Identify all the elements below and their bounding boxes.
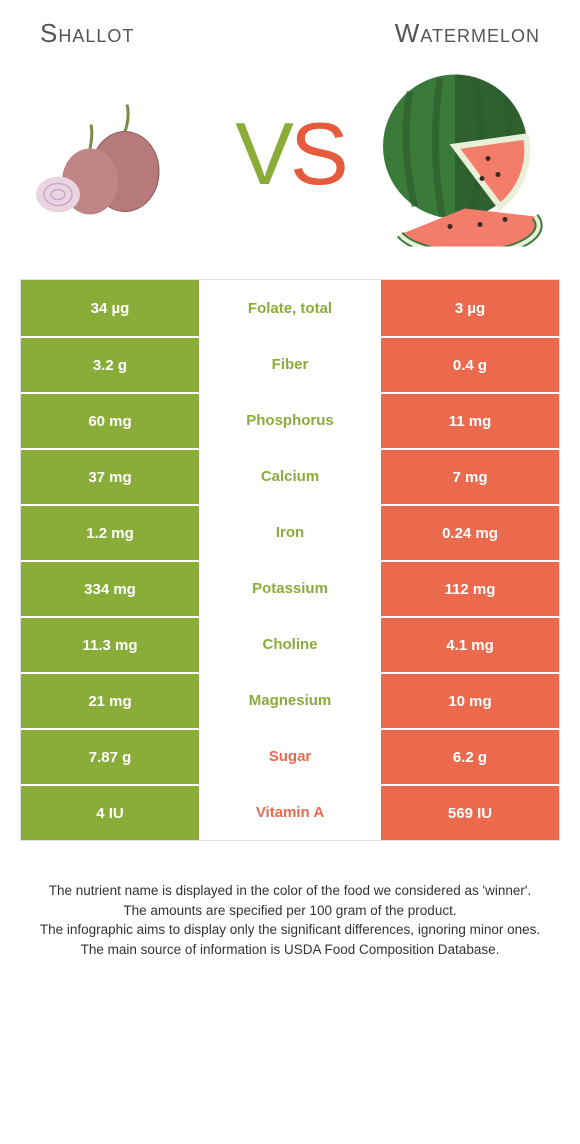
value-left: 21 mg <box>21 672 199 728</box>
shallot-image <box>30 87 180 232</box>
footer-notes: The nutrient name is displayed in the co… <box>30 881 550 959</box>
header: Shallot Watermelon <box>0 0 580 59</box>
title-left: Shallot <box>40 18 134 49</box>
value-right: 6.2 g <box>381 728 559 784</box>
nutrient-label: Calcium <box>199 448 381 504</box>
value-right: 11 mg <box>381 392 559 448</box>
value-left: 37 mg <box>21 448 199 504</box>
value-left: 60 mg <box>21 392 199 448</box>
table-row: 1.2 mgIron0.24 mg <box>21 504 559 560</box>
value-right: 0.24 mg <box>381 504 559 560</box>
value-right: 10 mg <box>381 672 559 728</box>
footer-line: The main source of information is USDA F… <box>30 940 550 960</box>
nutrient-table: 34 µgFolate, total3 µg3.2 gFiber0.4 g60 … <box>20 279 560 841</box>
table-row: 37 mgCalcium7 mg <box>21 448 559 504</box>
value-left: 34 µg <box>21 280 199 336</box>
value-right: 112 mg <box>381 560 559 616</box>
title-right: Watermelon <box>395 18 540 49</box>
value-right: 7 mg <box>381 448 559 504</box>
value-left: 4 IU <box>21 784 199 840</box>
nutrient-label: Potassium <box>199 560 381 616</box>
table-row: 60 mgPhosphorus11 mg <box>21 392 559 448</box>
value-right: 3 µg <box>381 280 559 336</box>
table-row: 11.3 mgCholine4.1 mg <box>21 616 559 672</box>
footer-line: The infographic aims to display only the… <box>30 920 550 940</box>
value-left: 7.87 g <box>21 728 199 784</box>
nutrient-label: Vitamin A <box>199 784 381 840</box>
vs-s: S <box>290 104 345 203</box>
vs-v: V <box>235 104 290 203</box>
table-row: 334 mgPotassium112 mg <box>21 560 559 616</box>
nutrient-label: Folate, total <box>199 280 381 336</box>
nutrient-label: Fiber <box>199 336 381 392</box>
table-row: 4 IUVitamin A569 IU <box>21 784 559 840</box>
footer-line: The nutrient name is displayed in the co… <box>30 881 550 901</box>
table-row: 7.87 gSugar6.2 g <box>21 728 559 784</box>
watermelon-image <box>360 67 550 252</box>
nutrient-label: Sugar <box>199 728 381 784</box>
value-right: 4.1 mg <box>381 616 559 672</box>
vs-label: VS <box>235 103 344 205</box>
value-left: 3.2 g <box>21 336 199 392</box>
nutrient-label: Phosphorus <box>199 392 381 448</box>
value-right: 0.4 g <box>381 336 559 392</box>
hero: VS <box>20 59 560 259</box>
nutrient-label: Iron <box>199 504 381 560</box>
value-right: 569 IU <box>381 784 559 840</box>
nutrient-label: Magnesium <box>199 672 381 728</box>
table-row: 34 µgFolate, total3 µg <box>21 280 559 336</box>
table-row: 21 mgMagnesium10 mg <box>21 672 559 728</box>
value-left: 334 mg <box>21 560 199 616</box>
table-row: 3.2 gFiber0.4 g <box>21 336 559 392</box>
value-left: 1.2 mg <box>21 504 199 560</box>
value-left: 11.3 mg <box>21 616 199 672</box>
footer-line: The amounts are specified per 100 gram o… <box>30 901 550 921</box>
nutrient-label: Choline <box>199 616 381 672</box>
